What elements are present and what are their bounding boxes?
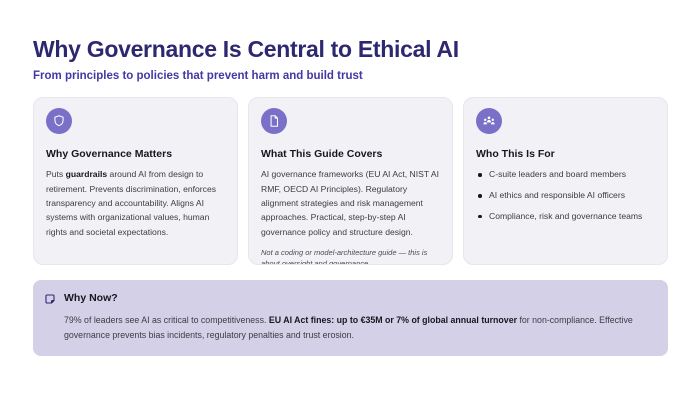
card-title: Who This Is For <box>476 148 555 161</box>
banner-body-text: for non-compliance. Effective governance… <box>64 315 633 341</box>
banner-body-bold: EU AI Act fines: up to €35M or 7% of glo… <box>268 315 518 326</box>
card-title: Why Governance Matters <box>46 148 173 161</box>
card-body: AI governance frameworks (EU AI Act, NIS… <box>261 169 439 237</box>
people-icon <box>476 108 502 135</box>
banner-body-text: 79% of leaders see AI as critical to com… <box>64 315 269 326</box>
cards-row: Why Governance Matters Puts guardrails a… <box>33 97 668 266</box>
card-who-this-is-for: Who This Is For C-suite leaders and boar… <box>463 97 668 266</box>
card-body-text: Puts <box>46 169 66 180</box>
bullet-item: C-suite leaders and board members <box>476 169 655 181</box>
card-bullet-list: C-suite leaders and board members AI eth… <box>476 169 655 222</box>
banner-title: Why Now? <box>64 292 118 305</box>
bullet-item: AI ethics and responsible AI officers <box>476 190 655 202</box>
card-why-governance-matters: Why Governance Matters Puts guardrails a… <box>33 97 238 266</box>
card-body-bold: guardrails <box>65 169 108 180</box>
card-note: Not a coding or model-architecture guide… <box>261 247 428 266</box>
why-now-banner: Why Now? 79% of leaders see AI as critic… <box>33 280 668 357</box>
card-title: What This Guide Covers <box>261 148 383 161</box>
page-title: Why Governance Is Central to Ethical AI <box>33 36 459 62</box>
document-icon <box>261 108 287 135</box>
card-what-this-guide-covers: What This Guide Covers AI governance fra… <box>248 97 453 266</box>
card-body-text: around AI from design to retirement. Pre… <box>46 169 217 237</box>
shield-icon <box>46 108 72 135</box>
banner-body: 79% of leaders see AI as critical to com… <box>64 313 652 343</box>
bullet-item: Compliance, risk and governance teams <box>476 211 655 223</box>
page-subtitle: From principles to policies that prevent… <box>33 70 363 83</box>
card-body: Puts guardrails around AI from design to… <box>46 167 225 238</box>
header: Why Governance Is Central to Ethical AI … <box>0 0 700 82</box>
note-icon <box>44 293 57 305</box>
